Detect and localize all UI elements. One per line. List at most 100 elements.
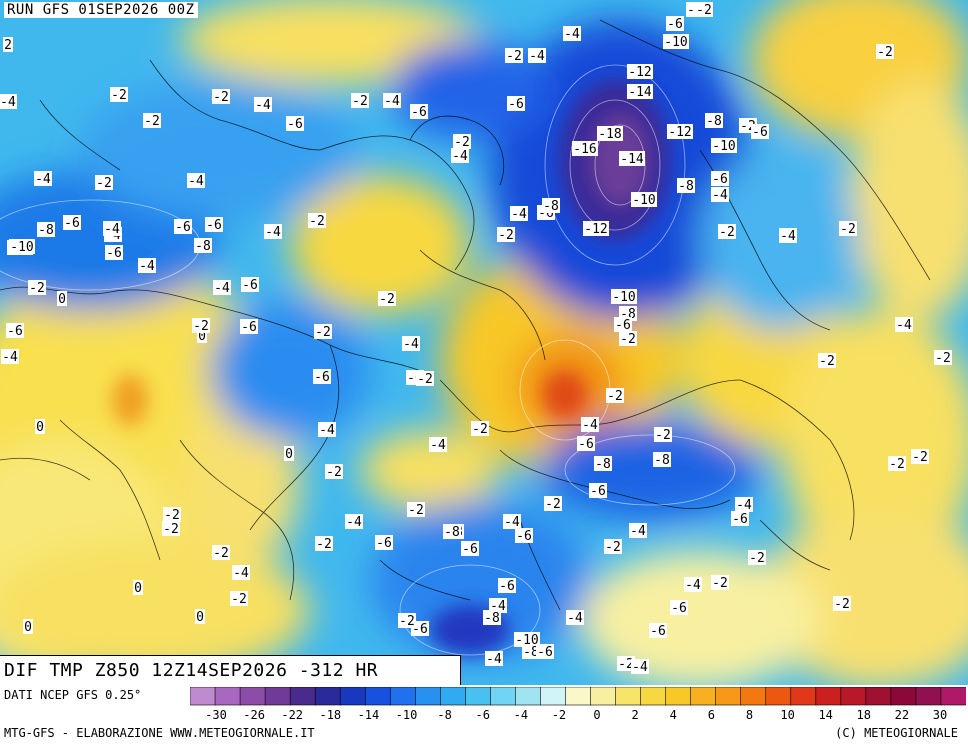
svg-text:-6: -6 xyxy=(376,536,392,551)
contour-label: -10 xyxy=(663,34,689,50)
svg-text:-4: -4 xyxy=(564,27,580,42)
svg-text:-2: -2 xyxy=(712,576,728,591)
contour-label: -10 xyxy=(631,192,657,208)
svg-text:-4: -4 xyxy=(35,172,51,187)
svg-text:-6: -6 xyxy=(537,645,553,660)
contour-label: -6 xyxy=(461,541,479,557)
svg-text:-4: -4 xyxy=(384,94,400,109)
colorbar-swatch xyxy=(214,687,241,706)
svg-text:-4: -4 xyxy=(567,611,583,626)
colorbar-swatch xyxy=(940,687,966,706)
colorbar-swatch xyxy=(289,687,316,706)
contour-label: -8 xyxy=(542,198,560,214)
contour-label: -8 xyxy=(653,452,671,468)
svg-text:-14: -14 xyxy=(620,152,644,167)
svg-text:-2: -2 xyxy=(889,457,905,472)
svg-text:-2: -2 xyxy=(326,465,342,480)
contour-label: -2 xyxy=(143,113,161,129)
contour-label: -6 xyxy=(536,644,554,660)
svg-text:-8: -8 xyxy=(706,114,722,129)
colorbar-swatch xyxy=(264,687,291,706)
svg-text:-6: -6 xyxy=(590,484,606,499)
svg-text:-6: -6 xyxy=(508,97,524,112)
contour-label: -2 xyxy=(606,388,624,404)
contour-label: -2 xyxy=(192,318,210,334)
svg-text:-2: -2 xyxy=(912,450,928,465)
svg-text:-8: -8 xyxy=(484,611,500,626)
contour-label: -2 xyxy=(325,464,343,480)
contour-label: -6 xyxy=(731,511,749,527)
colorbar-swatch xyxy=(665,687,692,706)
contour-label: -2 xyxy=(351,93,369,109)
svg-text:-4: -4 xyxy=(511,207,527,222)
contour-label: -2 xyxy=(212,545,230,561)
colorbar-swatch xyxy=(565,687,592,706)
svg-text:-4: -4 xyxy=(630,524,646,539)
svg-text:-2: -2 xyxy=(417,372,433,387)
data-source-label: DATI NCEP GFS 0.25° xyxy=(4,688,142,702)
contour-label: -4 xyxy=(383,93,401,109)
svg-text:-8: -8 xyxy=(195,239,211,254)
contour-label: -4 xyxy=(629,523,647,539)
svg-text:-6: -6 xyxy=(650,624,666,639)
svg-text:-6: -6 xyxy=(241,320,257,335)
svg-text:-4: -4 xyxy=(685,578,701,593)
contour-label: -2 xyxy=(315,536,333,552)
svg-text:-2: -2 xyxy=(96,176,112,191)
svg-text:-6: -6 xyxy=(732,512,748,527)
svg-text:-6: -6 xyxy=(615,318,631,333)
svg-text:-8: -8 xyxy=(444,525,460,540)
svg-text:0: 0 xyxy=(58,292,66,307)
svg-text:-6: -6 xyxy=(242,278,258,293)
contour-label: -12 xyxy=(627,64,653,80)
contour-label: -4 xyxy=(138,258,156,274)
contour-label: -4 xyxy=(528,48,546,64)
contour-label: -2 xyxy=(748,550,766,566)
contour-label: -8 xyxy=(194,238,212,254)
svg-text:-2: -2 xyxy=(840,222,856,237)
colorbar-swatch xyxy=(915,687,942,706)
svg-text:-4: -4 xyxy=(139,259,155,274)
svg-text:-6: -6 xyxy=(671,601,687,616)
svg-text:2: 2 xyxy=(4,38,12,53)
colorbar-swatch xyxy=(590,687,617,706)
svg-text:-6: -6 xyxy=(667,17,683,32)
colorbar-tick-label: 2 xyxy=(631,708,639,722)
svg-text:-6: -6 xyxy=(64,216,80,231)
svg-text:-2: -2 xyxy=(605,540,621,555)
contour-label: -2 xyxy=(833,596,851,612)
run-label: RUN GFS 01SEP2026 00Z xyxy=(4,2,198,18)
svg-text:-2: -2 xyxy=(472,422,488,437)
colorbar-swatch xyxy=(540,687,567,706)
contour-label: -2 xyxy=(497,227,515,243)
svg-text:-6: -6 xyxy=(314,370,330,385)
svg-text:-4: -4 xyxy=(582,418,598,433)
svg-text:-2: -2 xyxy=(315,325,331,340)
colorbar-tick-label: -2 xyxy=(551,708,567,722)
svg-text:-8: -8 xyxy=(678,179,694,194)
contour-label: -6 xyxy=(498,578,516,594)
svg-text:-4: -4 xyxy=(529,49,545,64)
contour-label: 0 xyxy=(57,291,67,307)
colorbar-swatch xyxy=(414,687,442,706)
contour-label: -6 xyxy=(63,215,81,231)
svg-text:-12: -12 xyxy=(628,65,651,80)
contour-label: -8 xyxy=(705,113,723,129)
svg-text:-6: -6 xyxy=(106,246,122,261)
svg-text:-2: -2 xyxy=(352,94,368,109)
svg-text:-2: -2 xyxy=(749,551,765,566)
colorbar-swatch xyxy=(640,687,667,706)
contour-label: -8 xyxy=(677,178,695,194)
svg-text:-4: -4 xyxy=(736,498,752,513)
colorbar-swatch xyxy=(715,687,742,706)
colorbar-swatch xyxy=(840,687,867,706)
contour-label: -6 xyxy=(410,104,428,120)
contour-label: -10 xyxy=(611,289,637,305)
contour-label: -6 xyxy=(711,171,729,187)
svg-text:-4: -4 xyxy=(214,281,230,296)
contour-label: -2 xyxy=(378,291,396,307)
contour-label: 0 xyxy=(35,419,45,435)
contour-label: -2 xyxy=(505,48,523,64)
svg-text:-2: -2 xyxy=(213,90,229,105)
contour-label: -4 xyxy=(187,173,205,189)
